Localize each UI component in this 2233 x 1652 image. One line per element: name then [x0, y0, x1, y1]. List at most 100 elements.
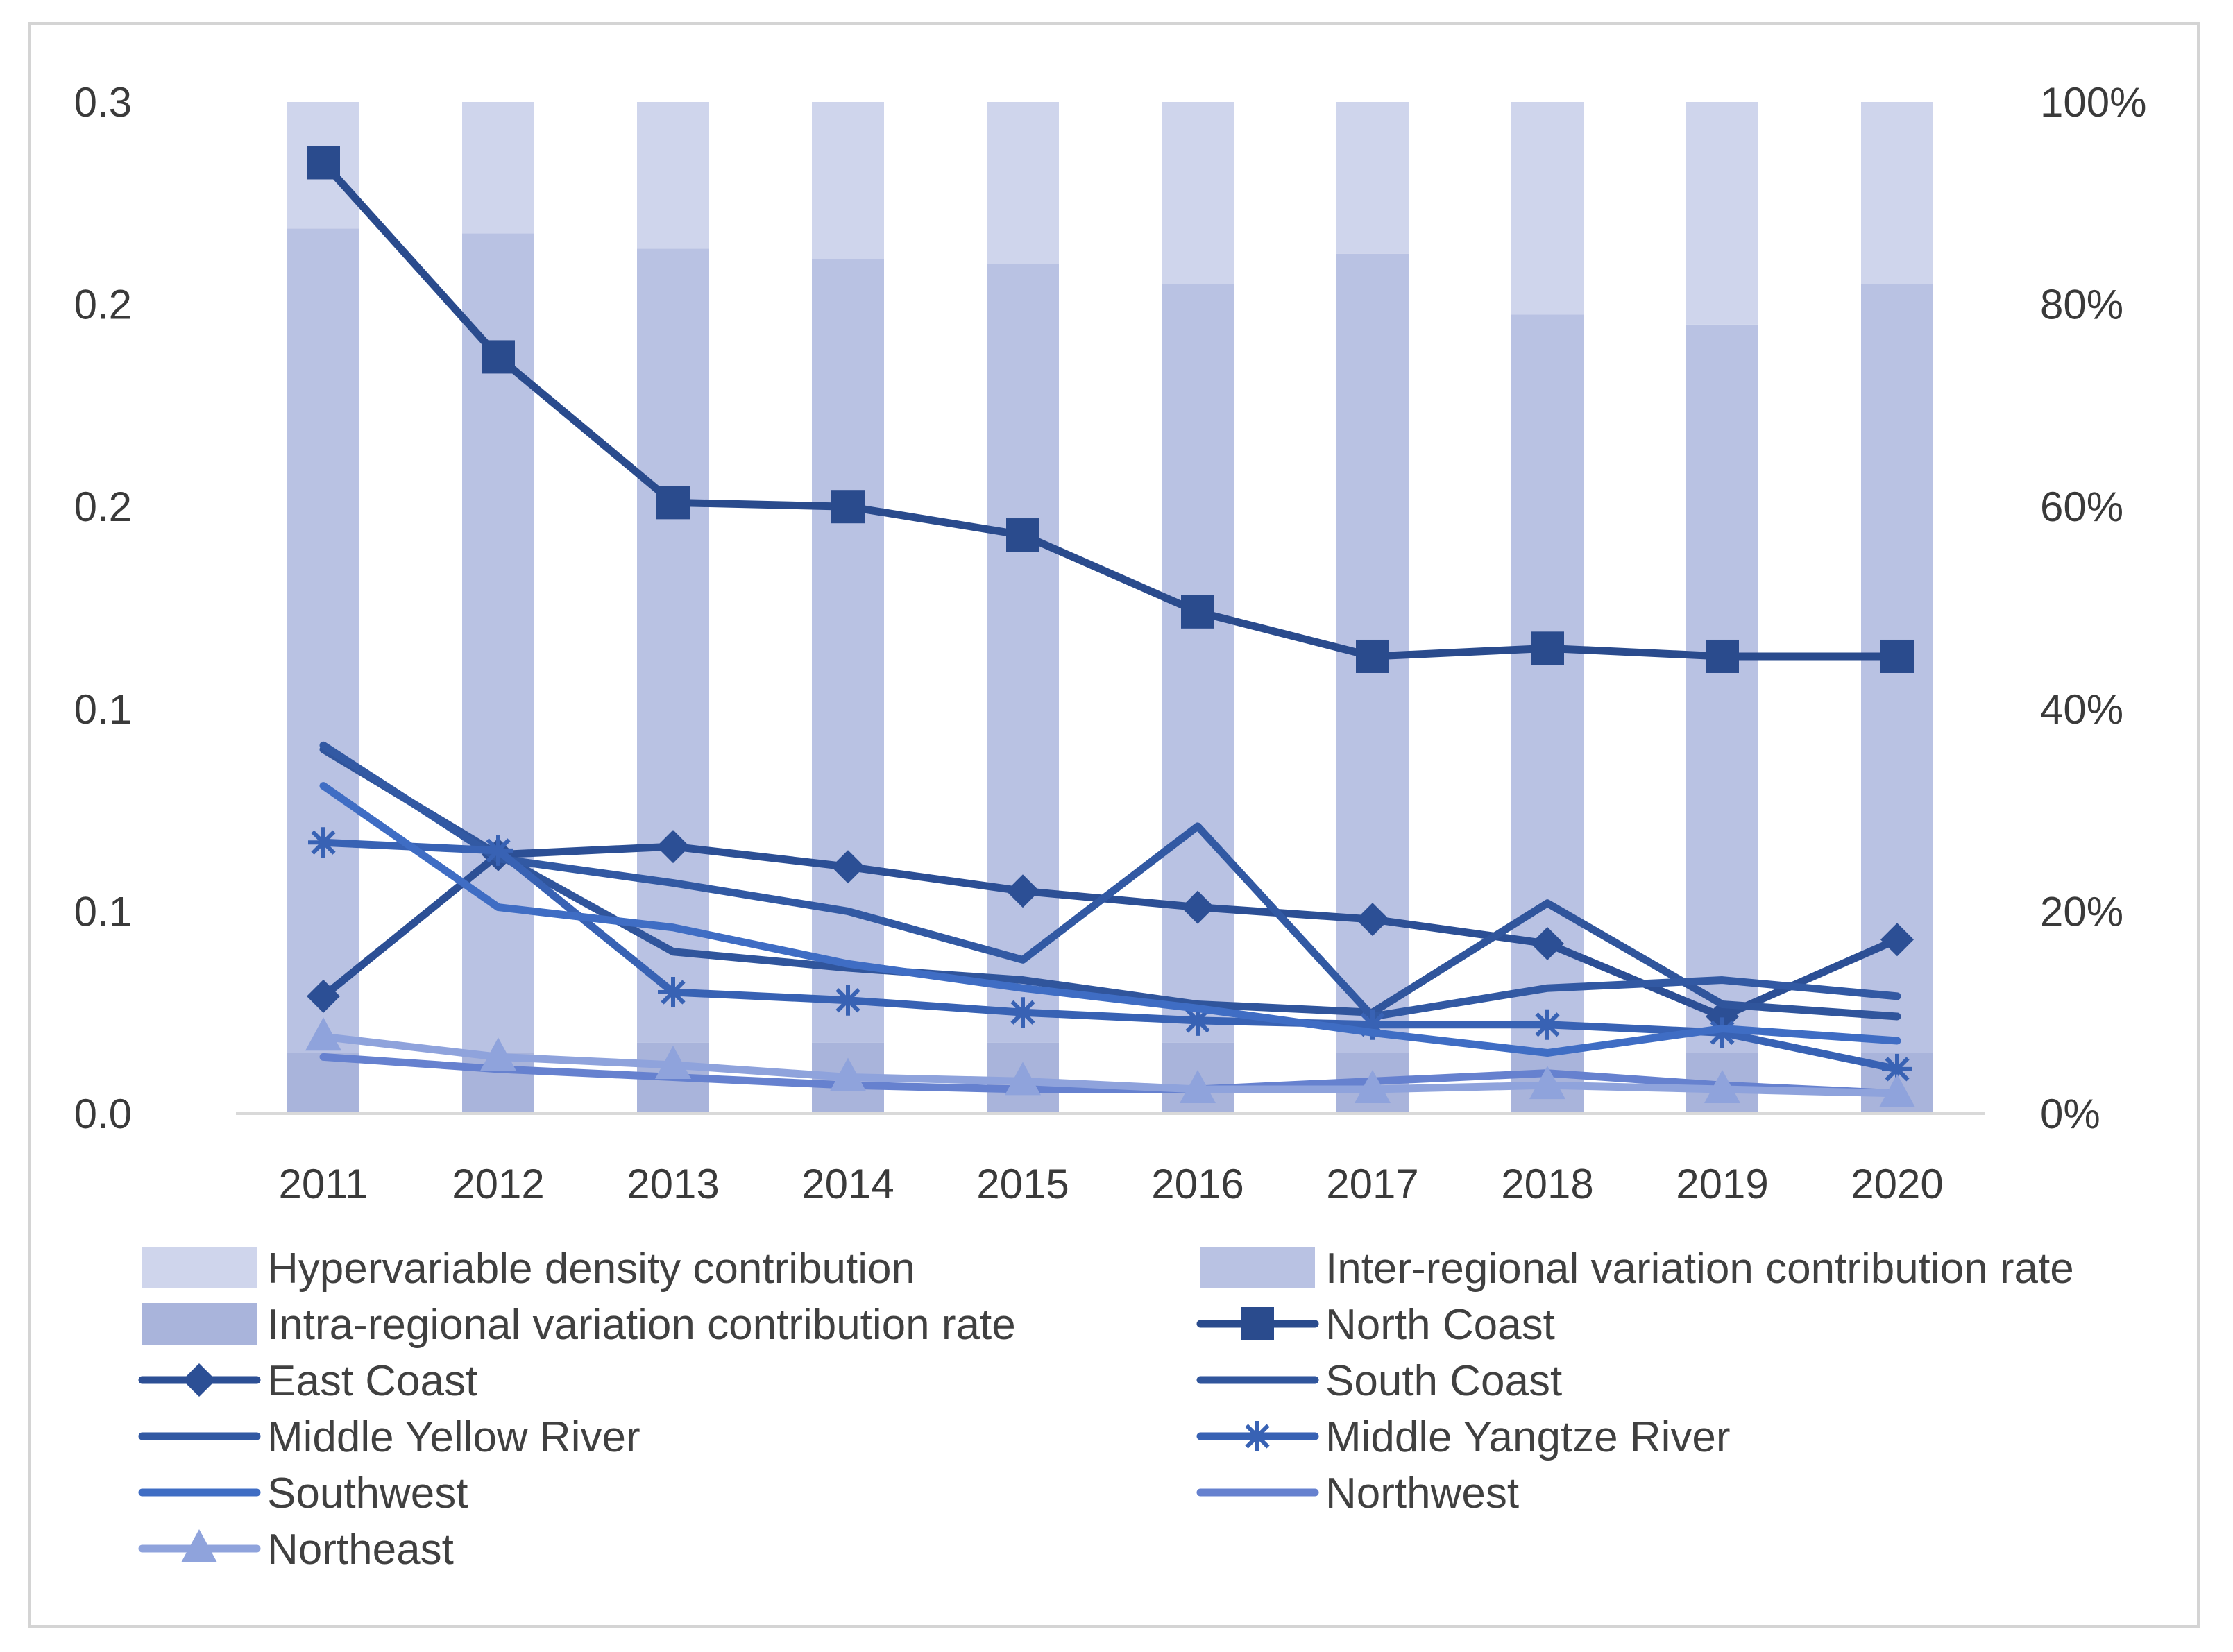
- right-axis-tick-label: 100%: [2040, 79, 2146, 126]
- bar-intra-regional-variation-contribution-rate-2011: [287, 1053, 359, 1114]
- point-middle-yangtze-river-2018: [1532, 1009, 1563, 1040]
- right-axis-tick-label: 0%: [2040, 1091, 2100, 1137]
- x-axis-tick-label: 2013: [627, 1161, 719, 1207]
- legend-label: Northeast: [267, 1526, 454, 1574]
- line-south-coast: [319, 745, 1901, 1021]
- point-north-coast-2018: [1531, 631, 1564, 665]
- bar-hypervariable-density-contribution-2020: [1861, 102, 1933, 284]
- legend-label: Inter-regional variation contribution ra…: [1325, 1245, 2074, 1293]
- legend-label: South Coast: [1325, 1357, 1562, 1405]
- point-north-coast-2014: [831, 490, 865, 524]
- bar-hypervariable-density-contribution-2018: [1511, 102, 1584, 315]
- point-northeast-2019: [1704, 1070, 1740, 1104]
- left-axis-tick-label: 0.1: [74, 888, 132, 935]
- legend-item-inter-regional-variation-contribution-rate: Inter-regional variation contribution ra…: [1200, 1245, 2074, 1293]
- point-east-coast-2017: [1356, 903, 1389, 937]
- legend-label: East Coast: [267, 1357, 477, 1405]
- left-axis: 0.0 0.1 0.1 0.2 0.2 0.3: [74, 79, 132, 1137]
- legend-item-east-coast: East Coast: [138, 1357, 477, 1405]
- point-middle-yangtze-river-2011: [308, 827, 339, 858]
- legend-swatch-hypervariable-density-contribution: [142, 1247, 257, 1288]
- legend-item-northwest: Northwest: [1196, 1470, 1519, 1517]
- x-axis-tick-label: 2017: [1326, 1161, 1418, 1207]
- chart-frame: [28, 22, 2200, 1628]
- point-east-coast-2018: [1531, 927, 1564, 961]
- point-north-coast-2017: [1356, 639, 1389, 673]
- bar-hypervariable-density-contribution-2016: [1162, 102, 1234, 284]
- point-east-coast-2016: [1181, 890, 1214, 924]
- point-middle-yangtze-river-2014: [833, 985, 863, 1016]
- point-northeast-2016: [1180, 1070, 1216, 1104]
- point-northeast-2012: [480, 1037, 516, 1071]
- bar-inter-regional-variation-contribution-rate-2016: [1162, 284, 1234, 1043]
- bar-inter-regional-variation-contribution-rate-2013: [637, 248, 709, 1043]
- point-east-coast-2011: [307, 979, 340, 1013]
- bar-hypervariable-density-contribution-2014: [812, 102, 884, 259]
- line-layer: [305, 146, 1915, 1107]
- point-middle-yangtze-river-2016: [1182, 1005, 1213, 1036]
- point-northeast-2017: [1355, 1070, 1391, 1104]
- legend-swatch-intra-regional-variation-contribution-rate: [142, 1303, 257, 1345]
- legend-item-southwest: Southwest: [138, 1470, 468, 1517]
- right-axis-tick-label: 80%: [2040, 282, 2123, 328]
- legend-item-northeast: Northeast: [138, 1526, 454, 1574]
- line-middle-yellow-river: [319, 741, 1901, 1021]
- x-axis-tick-label: 2020: [1851, 1161, 1943, 1207]
- point-middle-yangtze-river-2012: [483, 835, 513, 866]
- point-north-coast-2013: [656, 486, 690, 520]
- point-northeast-2014: [830, 1057, 866, 1091]
- line-northwest: [319, 1053, 1901, 1098]
- point-middle-yangtze-river-2017: [1357, 1009, 1388, 1040]
- bar-inter-regional-variation-contribution-rate-2015: [987, 264, 1059, 1043]
- line-middle-yangtze-river: [319, 838, 1901, 1073]
- legend-label: Middle Yellow River: [267, 1413, 640, 1461]
- bar-hypervariable-density-contribution-2015: [987, 102, 1059, 264]
- legend-item-north-coast: North Coast: [1196, 1301, 1555, 1349]
- x-axis: 2011 2012 2013 2014 2015 2016 2017 2018 2019 2020: [278, 1161, 1943, 1207]
- point-middle-yangtze-river-2019: [1707, 1017, 1738, 1048]
- point-east-coast-2020: [1880, 923, 1914, 957]
- point-east-coast-2013: [656, 830, 690, 864]
- x-axis-tick-label: 2011: [278, 1161, 368, 1207]
- legend-label: Southwest: [267, 1470, 468, 1517]
- bar-inter-regional-variation-contribution-rate-2014: [812, 258, 884, 1043]
- legend-label: Intra-regional variation contribution ra…: [267, 1301, 1016, 1349]
- point-north-coast-2020: [1880, 639, 1914, 673]
- legend-marker-northeast: [181, 1529, 217, 1562]
- legend-label: Hypervariable density contribution: [267, 1245, 915, 1293]
- point-northeast-2011: [305, 1017, 341, 1051]
- line-east-coast: [319, 842, 1901, 1021]
- legend-item-middle-yangtze-river: Middle Yangtze River: [1196, 1413, 1731, 1461]
- legend-item-middle-yellow-river: Middle Yellow River: [138, 1413, 640, 1461]
- point-northeast-2018: [1529, 1066, 1565, 1100]
- legend-item-hypervariable-density-contribution: Hypervariable density contribution: [142, 1245, 915, 1293]
- left-axis-tick-label: 0.3: [74, 79, 132, 126]
- legend-swatch-inter-regional-variation-contribution-rate: [1200, 1247, 1315, 1288]
- legend-marker-north-coast: [1241, 1307, 1274, 1340]
- point-northeast-2020: [1879, 1073, 1915, 1107]
- left-axis-tick-label: 0.0: [74, 1091, 132, 1137]
- bar-hypervariable-density-contribution-2017: [1336, 102, 1409, 254]
- x-axis-tick-label: 2012: [452, 1161, 544, 1207]
- legend-label: Northwest: [1325, 1470, 1519, 1517]
- x-axis-tick-label: 2014: [801, 1161, 894, 1207]
- left-axis-tick-label: 0.1: [74, 686, 132, 733]
- point-middle-yangtze-river-2013: [658, 977, 688, 1008]
- line-southwest: [319, 782, 1901, 1057]
- right-axis: 0% 20% 40% 60% 80% 100%: [2040, 79, 2146, 1137]
- point-north-coast-2015: [1006, 518, 1039, 552]
- legend-label: North Coast: [1325, 1301, 1555, 1349]
- x-axis-tick-label: 2018: [1501, 1161, 1593, 1207]
- bar-hypervariable-density-contribution-2019: [1686, 102, 1758, 325]
- legend-label: Middle Yangtze River: [1325, 1413, 1731, 1461]
- point-north-coast-2012: [482, 340, 515, 374]
- point-north-coast-2016: [1181, 595, 1214, 629]
- line-northeast: [319, 1032, 1901, 1098]
- bar-inter-regional-variation-contribution-rate-2011: [287, 228, 359, 1053]
- bar-inter-regional-variation-contribution-rate-2019: [1686, 324, 1758, 1053]
- bar-hypervariable-density-contribution-2013: [637, 102, 709, 249]
- point-north-coast-2011: [307, 146, 340, 180]
- legend-item-intra-regional-variation-contribution-rate: Intra-regional variation contribution ra…: [142, 1301, 1016, 1349]
- point-north-coast-2019: [1706, 639, 1739, 673]
